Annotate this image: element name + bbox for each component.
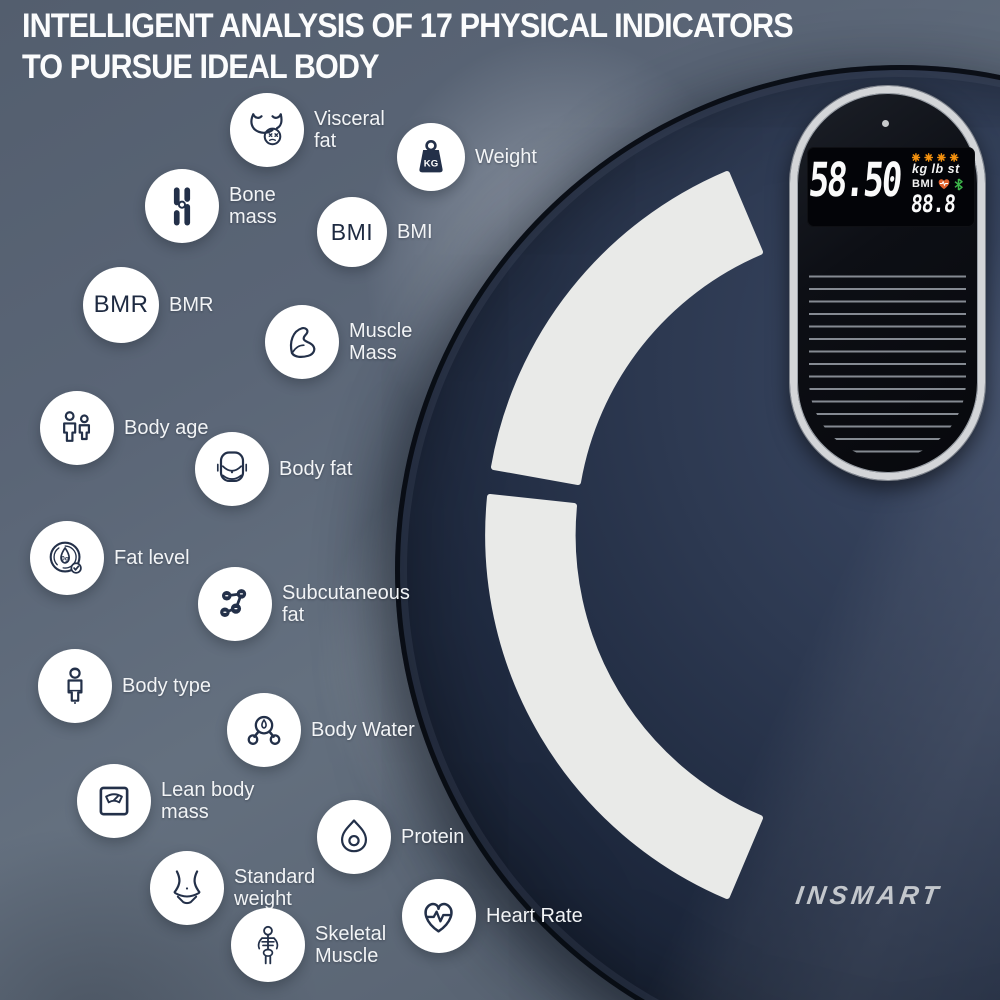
indicator-body-water: Body Water (227, 693, 415, 767)
display-module: 58.50 kg lb st BMI (790, 86, 985, 480)
bmi-indicator-label: BMI (912, 178, 934, 191)
page-title: INTELLIGENT ANALYSIS OF 17 PHYSICAL INDI… (22, 6, 794, 88)
display-stripes (809, 265, 966, 459)
badge-label: Bone mass (229, 184, 277, 228)
heart-rate-icon (424, 902, 453, 933)
badge-label: BMR (169, 294, 214, 316)
badge-label: BMI (397, 221, 433, 243)
indicator-heart-rate: Heart Rate (402, 879, 583, 953)
subcutaneous-fat-icon (220, 589, 247, 618)
indicator-body-fat: Body fat (195, 432, 352, 506)
svg-text:KG: KG (424, 159, 438, 170)
four-orange-stars-icon (912, 153, 959, 162)
badge-label: Muscle Mass (349, 320, 413, 364)
badge-label: Heart Rate (486, 905, 583, 927)
badge-label: Body age (124, 417, 209, 439)
indicator-lean-body-mass: Lean body mass (77, 764, 261, 838)
indicator-bmr: BMR BMR (83, 267, 213, 343)
indicator-weight: KG Weight (397, 123, 537, 191)
badge-label: Body fat (279, 458, 353, 480)
body-age-icon (63, 411, 91, 442)
badge-label: Fat level (114, 547, 190, 569)
brand-logo: INSMART (793, 880, 945, 910)
protein-icon (340, 819, 368, 853)
badge-label: Lean body mass (161, 779, 255, 823)
fat-level-icon: 0g (49, 541, 82, 574)
badge-label: Visceral fat (314, 108, 385, 152)
indicator-body-age: Body age (40, 391, 209, 465)
bmi-text-icon: BMI (330, 218, 374, 245)
standard-weight-icon (173, 870, 201, 905)
badge-label: Subcutaneous fat (282, 582, 410, 626)
bone-mass-icon (173, 187, 191, 226)
indicator-bone-mass: Bone mass (145, 169, 291, 243)
svg-text:0g: 0g (61, 555, 69, 562)
display-dot (882, 120, 889, 127)
indicator-skeletal-muscle: Skeletal Muscle (231, 908, 401, 982)
badge-label: Skeletal Muscle (315, 923, 387, 967)
lcd-screen: 58.50 kg lb st BMI (807, 147, 975, 227)
indicator-subcutaneous-fat: Subcutaneous fat (198, 567, 414, 641)
muscle-mass-icon (289, 326, 316, 358)
badge-label: Standard weight (234, 866, 316, 910)
skeletal-muscle-icon (257, 925, 279, 965)
weight-readout: 58.50 (806, 153, 903, 208)
indicator-visceral-fat: Visceral fat (230, 93, 396, 167)
body-type-icon (67, 667, 83, 704)
bmr-text-icon: BMR (93, 291, 149, 318)
secondary-readout: 88.8 (909, 189, 957, 218)
title-line-2: TO PURSUE IDEAL BODY (22, 47, 380, 86)
unit-labels: kg lb st (912, 162, 960, 176)
heart-icon (938, 179, 950, 190)
title-line-1: INTELLIGENT ANALYSIS OF 17 PHYSICAL INDI… (22, 7, 794, 45)
indicator-fat-level: 0g Fat level (30, 521, 190, 595)
indicator-body-type: Body type (38, 649, 211, 723)
badge-label: Body type (122, 675, 211, 697)
weight-icon: KG (419, 139, 443, 173)
badge-label: Protein (401, 826, 465, 848)
bluetooth-icon (954, 178, 963, 191)
indicator-bmi: BMI BMI (317, 197, 433, 267)
lean-body-mass-icon (99, 786, 129, 816)
indicator-protein: Protein (317, 800, 464, 874)
visceral-fat-icon (250, 113, 283, 146)
body-fat-icon (216, 451, 248, 483)
badge-label: Body Water (311, 719, 415, 741)
indicator-muscle-mass: Muscle Mass (265, 305, 429, 379)
body-water-icon (247, 715, 281, 745)
badge-label: Weight (475, 146, 537, 168)
